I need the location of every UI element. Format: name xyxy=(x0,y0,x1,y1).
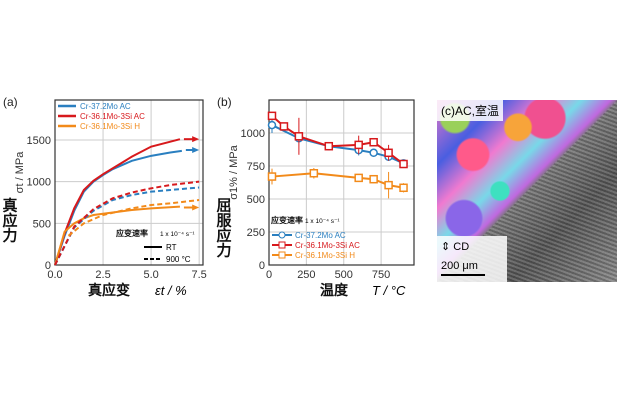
strain-rate-label: 应变速率 xyxy=(116,228,148,238)
x-axis-label-cn: 温度 xyxy=(320,282,349,298)
data-point xyxy=(369,148,378,158)
arrow-icon xyxy=(192,136,200,143)
data-point xyxy=(384,180,393,190)
data-point xyxy=(399,159,408,169)
fit-line xyxy=(271,115,405,165)
y-tick-label: 1500 xyxy=(27,135,51,147)
data-point xyxy=(267,172,277,181)
y-tick-label: 750 xyxy=(247,161,265,173)
y-axis-label: σ1% / MPa xyxy=(228,144,240,199)
legend-marker xyxy=(278,251,286,259)
y-axis-label-cn: 真应力 xyxy=(1,197,18,244)
x-tick-label: 5.0 xyxy=(143,269,158,281)
arrow-icon xyxy=(192,204,200,211)
x-tick-label: 500 xyxy=(335,269,353,281)
data-point xyxy=(354,140,363,150)
legend-label-rt: RT xyxy=(166,243,177,252)
x-tick-label: 0.0 xyxy=(47,269,62,281)
legend-marker xyxy=(278,231,286,239)
legend-label: Cr-36.1Mo-3Si AC xyxy=(295,241,360,250)
data-point xyxy=(324,141,334,151)
micrograph-caption: AC,室温 xyxy=(455,104,500,118)
strain-rate-label: 应变速率 xyxy=(271,215,303,225)
arrow-icon xyxy=(192,147,200,153)
strain-rate-value: 1 x 10⁻⁴ s⁻¹ xyxy=(305,218,340,225)
x-axis-label-cn: 真应变 xyxy=(88,282,130,298)
legend-label: Cr-37.2Mo AC xyxy=(80,102,131,111)
x-axis-label: T / °C xyxy=(372,283,406,298)
series-line xyxy=(54,180,200,266)
direction-label: CD xyxy=(453,241,470,253)
x-tick-label: 2.5 xyxy=(95,269,110,281)
y-tick-label: 500 xyxy=(33,218,51,230)
y-axis-label: σt / MPa xyxy=(14,151,26,194)
data-point xyxy=(294,132,304,141)
legend-marker xyxy=(278,241,286,249)
fit-line xyxy=(271,172,404,189)
series-line xyxy=(54,205,180,266)
data-point xyxy=(279,122,289,131)
y-tick-label: 250 xyxy=(247,227,265,239)
x-axis-label: εt / % xyxy=(155,283,187,298)
legend-label: Cr-37.2Mo AC xyxy=(295,231,346,240)
panel-label-c: (c) xyxy=(441,104,455,118)
data-point xyxy=(399,183,408,193)
series-line xyxy=(54,186,200,266)
data-point xyxy=(384,148,393,158)
x-tick-label: 750 xyxy=(372,269,390,281)
data-point xyxy=(369,137,378,147)
y-tick-label: 0 xyxy=(259,260,265,272)
legend-label: Cr-36.1Mo-3Si AC xyxy=(80,112,145,121)
legend-label: Cr-36.1Mo-3Si H xyxy=(295,251,355,260)
data-point xyxy=(267,111,277,121)
plot-frame xyxy=(268,99,415,266)
data-point xyxy=(369,174,378,184)
plot-frame xyxy=(54,99,204,266)
panel-label: (b) xyxy=(217,95,232,109)
y-tick-label: 0 xyxy=(45,260,51,272)
x-tick-label: 7.5 xyxy=(192,269,207,281)
panel-label: (a) xyxy=(3,95,18,109)
legend-label: Cr-36.1Mo-3Si H xyxy=(80,122,140,131)
y-tick-label: 1000 xyxy=(241,128,265,140)
strain-rate-value: 1 x 10⁻⁴ s⁻¹ xyxy=(160,231,195,238)
y-tick-label: 1000 xyxy=(27,177,51,189)
scale-bar xyxy=(441,274,485,276)
legend-label-900: 900 °C xyxy=(166,255,191,264)
micrograph-panel: (c)AC,室温 ⇕ CD 200 μm xyxy=(437,100,617,282)
series-line xyxy=(54,138,181,266)
series-line xyxy=(67,199,200,237)
data-point xyxy=(354,173,363,183)
data-point xyxy=(309,169,319,178)
direction-arrow-icon: ⇕ xyxy=(441,241,451,253)
data-point xyxy=(267,120,277,130)
y-axis-label-cn: 屈服应力 xyxy=(215,198,232,259)
y-tick-label: 500 xyxy=(247,194,265,206)
x-tick-label: 0 xyxy=(266,269,272,281)
scale-bar-label: 200 μm xyxy=(441,260,478,272)
x-tick-label: 250 xyxy=(297,269,315,281)
